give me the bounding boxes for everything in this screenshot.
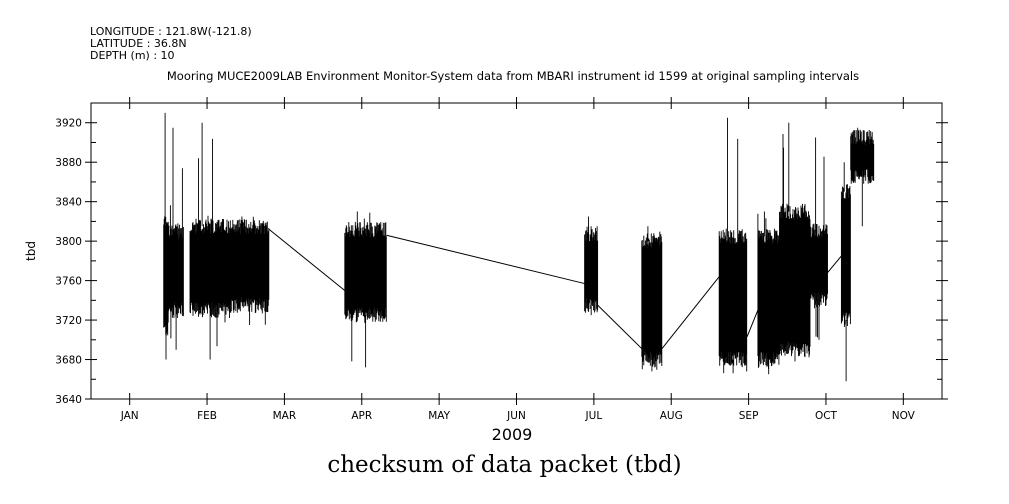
series-burst	[163, 112, 169, 360]
series-burst	[810, 137, 828, 340]
series-gap-line	[661, 276, 720, 349]
caption: checksum of data packet (tbd)	[327, 452, 682, 478]
y-tick-label: 3920	[55, 118, 82, 130]
x-tick-label: JAN	[120, 410, 139, 422]
series-burst	[641, 226, 663, 372]
series-burst	[189, 122, 231, 360]
series-burst	[229, 216, 270, 325]
y-tick-label: 3840	[55, 197, 82, 209]
x-tick-label: OCT	[815, 410, 838, 422]
y-tick-label: 3800	[55, 236, 82, 248]
series-gap-line	[746, 310, 759, 338]
series-burst	[167, 127, 184, 350]
x-tick-label: AUG	[660, 410, 683, 422]
series-burst	[584, 216, 599, 316]
x-tick-label: JUN	[506, 410, 526, 422]
x-tick-label: JUL	[585, 410, 603, 422]
series-burst	[718, 117, 748, 374]
series-gap-line	[827, 255, 842, 274]
chart-title: Mooring MUCE2009LAB Environment Monitor-…	[167, 69, 859, 83]
x-tick-label: NOV	[892, 410, 916, 422]
x-axis-label: 2009	[492, 425, 533, 444]
series-burst	[840, 162, 851, 382]
series-burst	[344, 211, 387, 368]
x-tick-label: SEP	[739, 410, 759, 422]
y-tick-label: 3880	[55, 157, 82, 169]
axis-layer: 3640 3680 3720 3760 3800 3840 3880 3920 JAN FEB MA…	[55, 97, 948, 422]
chart: Mooring MUCE2009LAB Environment Monitor-…	[24, 69, 948, 444]
series-gap-line	[268, 228, 346, 291]
y-axis-label: tbd	[24, 241, 38, 261]
series-burst	[757, 211, 780, 375]
y-tick-label: 3760	[55, 276, 82, 288]
data-layer	[163, 112, 875, 382]
series-burst	[850, 127, 875, 227]
series-gap-line	[386, 234, 585, 285]
y-tick-label: 3640	[55, 394, 82, 406]
y-tick-label: 3720	[55, 315, 82, 327]
x-tick-label: MAY	[428, 410, 450, 422]
latitude-label: LATITUDE : 36.8N	[90, 37, 187, 50]
x-tick-label: FEB	[197, 410, 217, 422]
x-tick-label: APR	[351, 410, 372, 422]
series-gap-line	[597, 304, 643, 350]
series-burst	[779, 122, 811, 362]
x-tick-label: MAR	[273, 410, 297, 422]
depth-label: DEPTH (m) : 10	[90, 49, 175, 62]
longitude-label: LONGITUDE : 121.8W(-121.8)	[90, 25, 252, 38]
y-tick-label: 3680	[55, 355, 82, 367]
